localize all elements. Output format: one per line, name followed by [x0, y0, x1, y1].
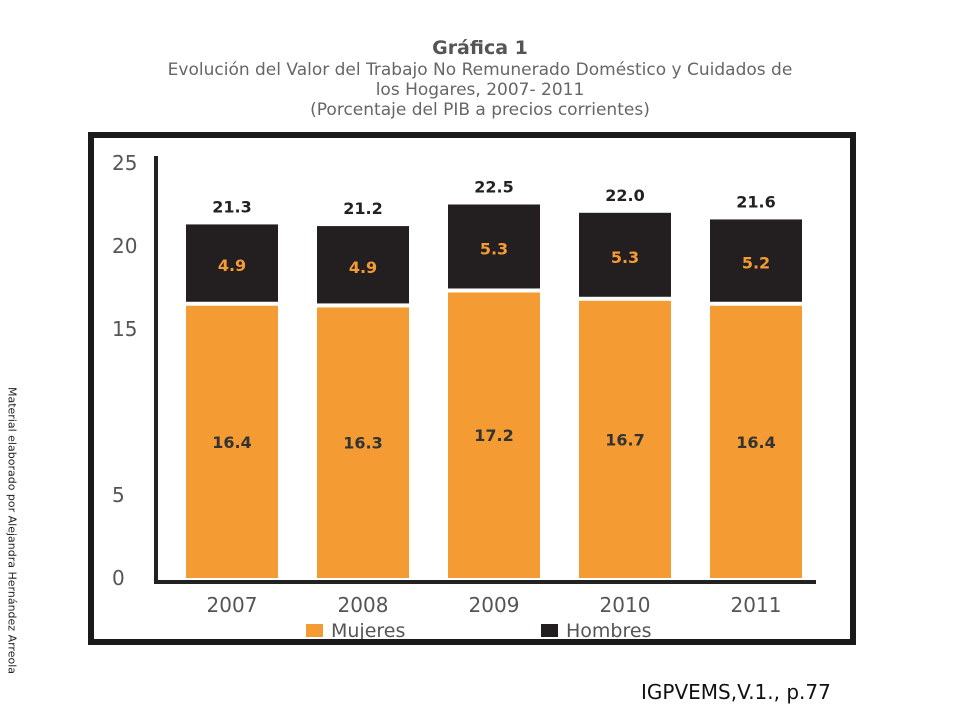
bar-hombres-2011: [710, 219, 802, 302]
data-label-mujeres: 16.4: [736, 433, 775, 452]
chart-subtitle-line-1: Evolución del Valor del Trabajo No Remun…: [167, 60, 793, 80]
data-label-mujeres: 17.2: [474, 426, 513, 445]
y-tick-label: 25: [112, 151, 137, 175]
bar-hombres-2010: [579, 212, 671, 297]
bar-hombres-2009: [448, 204, 540, 289]
data-label-hombres: 4.9: [349, 258, 377, 277]
chart-subtitle-line-3: (Porcentaje del PIB a precios corrientes…: [310, 100, 650, 120]
stacked-bar-chart: 0 5 15 20 25 16.4 4.9 21.3 2007 16.3 4.9 21.2 2008 17…: [112, 151, 816, 639]
data-label-hombres: 4.9: [218, 256, 246, 275]
bar-mujeres-2008: [317, 307, 409, 578]
y-tick-label: 5: [112, 483, 125, 507]
chart-subtitle-line-2: los Hogares, 2007- 2011: [375, 80, 585, 100]
legend-swatch-mujeres: [306, 624, 323, 637]
x-tick-label: 2009: [469, 593, 520, 617]
data-label-mujeres: 16.7: [605, 430, 644, 449]
y-tick-label: 20: [112, 234, 137, 258]
bar-mujeres-2010: [579, 300, 671, 578]
citation: IGPVEMS,V.1., p.77: [641, 680, 831, 704]
total-label: 21.3: [212, 197, 251, 216]
total-label: 22.0: [605, 186, 644, 205]
x-tick-label: 2008: [338, 593, 389, 617]
x-tick-label: 2007: [207, 593, 258, 617]
side-note: Material elaborado por Alejandra Hernánd…: [5, 386, 19, 675]
total-label: 21.6: [736, 192, 775, 211]
data-label-hombres: 5.2: [742, 254, 770, 273]
total-label: 22.5: [474, 178, 513, 197]
data-label-hombres: 5.3: [480, 239, 508, 258]
x-tick-label: 2010: [600, 593, 651, 617]
x-tick-label: 2011: [731, 593, 782, 617]
bar-hombres-2008: [317, 226, 409, 304]
data-label-hombres: 5.3: [611, 248, 639, 267]
legend-swatch-hombres: [541, 624, 558, 637]
bar-mujeres-2007: [186, 305, 278, 578]
y-tick-label: 15: [112, 317, 137, 341]
data-label-mujeres: 16.3: [343, 434, 382, 453]
legend-label-hombres: Hombres: [566, 620, 651, 639]
data-label-mujeres: 16.4: [212, 433, 251, 452]
chart-frame: 0 5 15 20 25 16.4 4.9 21.3 2007 16.3 4.9 21.2 2008 17…: [88, 132, 856, 645]
chart-title: Gráfica 1: [432, 37, 528, 59]
total-label: 21.2: [343, 199, 382, 218]
y-tick-label: 0: [112, 566, 125, 590]
bar-hombres-2007: [186, 224, 278, 302]
bar-mujeres-2009: [448, 292, 540, 578]
legend-label-mujeres: Mujeres: [331, 620, 405, 639]
chart-title-block: Gráfica 1 Evolución del Valor del Trabaj…: [100, 36, 860, 120]
bar-mujeres-2011: [710, 305, 802, 578]
